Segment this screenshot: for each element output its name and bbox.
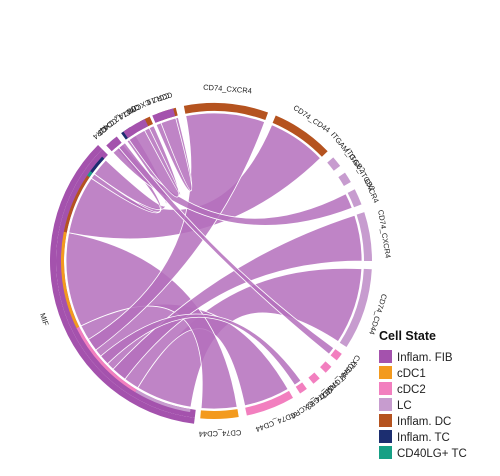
sector-label: CD74_CXCR4 — [376, 209, 393, 259]
sector-arc — [347, 189, 362, 208]
legend-swatch — [379, 366, 392, 379]
sector-segment — [61, 231, 80, 329]
sector-arc — [245, 390, 293, 416]
legend-label: cDC1 — [397, 368, 426, 380]
legend-swatch — [379, 350, 392, 363]
legend-swatch — [379, 414, 392, 427]
sector-segment — [63, 175, 90, 233]
sector-segment — [76, 326, 137, 393]
sector-arcs — [49, 103, 372, 424]
sector-label: CD74_CD44 — [199, 428, 242, 438]
sector-arc — [308, 372, 320, 384]
chord-link — [100, 313, 302, 386]
legend-label: Inflam. TC — [397, 432, 450, 444]
legend-label: Inflam. FIB — [397, 352, 453, 364]
sector-arc — [338, 172, 351, 186]
sector-arc — [339, 268, 372, 348]
sector-label: CXCL12 — [112, 102, 141, 124]
chord-link — [87, 112, 266, 351]
sector-arc — [152, 108, 176, 123]
chord-link — [128, 125, 181, 198]
sector-arc — [272, 115, 328, 157]
sector-label: CD74_CXCR4 — [203, 83, 252, 96]
chord-link — [112, 214, 363, 380]
chord-link — [118, 142, 335, 355]
legend-swatch — [379, 430, 392, 443]
legend: Cell State Inflam. FIB cDC1 cDC2 LC Inflam. … — [379, 329, 467, 460]
sector-arc — [183, 103, 269, 121]
sector-arc — [327, 157, 341, 171]
sector-segment — [135, 389, 191, 413]
sector-label: MIF — [38, 312, 51, 328]
sector-arc — [356, 212, 372, 261]
legend-swatch — [379, 446, 392, 459]
legend-swatch — [379, 382, 392, 395]
legend-label: CD40LG+ TC — [397, 448, 467, 460]
chord-link — [155, 116, 193, 192]
legend-label: Inflam. DC — [397, 416, 451, 428]
sector-label: CXCR4 — [362, 177, 381, 204]
legend-swatch — [379, 398, 392, 411]
sector-arc — [320, 361, 332, 373]
sector-label: CD74_CD44 — [254, 410, 297, 434]
legend-label: cDC2 — [397, 384, 426, 396]
sector-outer-band — [49, 145, 195, 424]
sector-arc — [123, 118, 149, 139]
sector-arc — [330, 349, 342, 361]
sector-arc — [200, 409, 239, 419]
sector-label: CCL19 — [146, 91, 171, 107]
sector-arc — [295, 382, 307, 394]
sector-arc — [106, 136, 122, 152]
sector-segment — [90, 156, 105, 173]
chord-links — [65, 112, 363, 410]
legend-title: Cell State — [379, 329, 436, 343]
legend-label: LC — [397, 400, 412, 412]
sector-segment — [87, 171, 93, 178]
